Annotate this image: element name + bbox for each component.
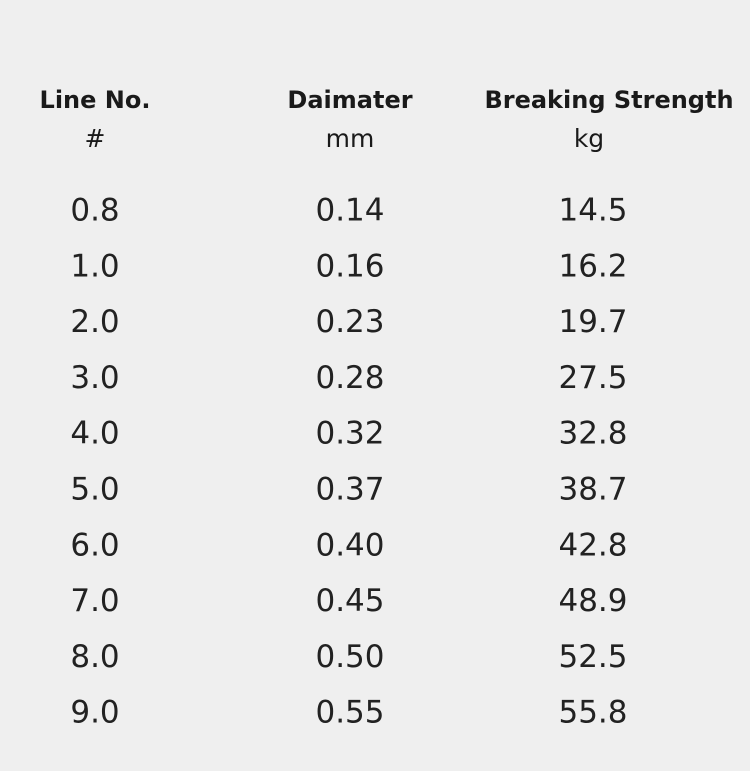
table-cell: 0.45: [315, 583, 384, 619]
table-cell: 0.23: [315, 304, 384, 340]
table-cell: 19.7: [558, 304, 627, 340]
table-cell: 8.0: [70, 639, 119, 675]
table-cell: 9.0: [70, 695, 119, 731]
table-cell: 16.2: [558, 248, 627, 284]
table-cell: 0.32: [315, 416, 384, 452]
table-cell: 2.0: [70, 304, 119, 340]
table-cell: 0.40: [315, 527, 384, 563]
column-title: Daimater: [287, 86, 412, 114]
table-cell: 48.9: [558, 583, 627, 619]
table-cell: 42.8: [558, 527, 627, 563]
table-cell: 7.0: [70, 583, 119, 619]
table-cell: 38.7: [558, 472, 627, 508]
table-cell: 14.5: [558, 193, 627, 229]
column-unit: mm: [326, 124, 375, 153]
table-cell: 32.8: [558, 416, 627, 452]
table-cell: 0.50: [315, 639, 384, 675]
table-cell: 4.0: [70, 416, 119, 452]
table-cell: 27.5: [558, 360, 627, 396]
table-cell: 0.37: [315, 472, 384, 508]
table-cell: 0.28: [315, 360, 384, 396]
table-cell: 52.5: [558, 639, 627, 675]
table-cell: 0.55: [315, 695, 384, 731]
table-cell: 3.0: [70, 360, 119, 396]
table-cell: 5.0: [70, 472, 119, 508]
table-cell: 1.0: [70, 248, 119, 284]
column-unit: kg: [574, 124, 604, 153]
column-title: Breaking Strength: [484, 86, 733, 114]
table-cell: 0.8: [70, 193, 119, 229]
table-cell: 6.0: [70, 527, 119, 563]
table-cell: 55.8: [558, 695, 627, 731]
table-cell: 0.16: [315, 248, 384, 284]
table-cell: 0.14: [315, 193, 384, 229]
column-unit: #: [85, 124, 106, 153]
column-title: Line No.: [40, 86, 151, 114]
